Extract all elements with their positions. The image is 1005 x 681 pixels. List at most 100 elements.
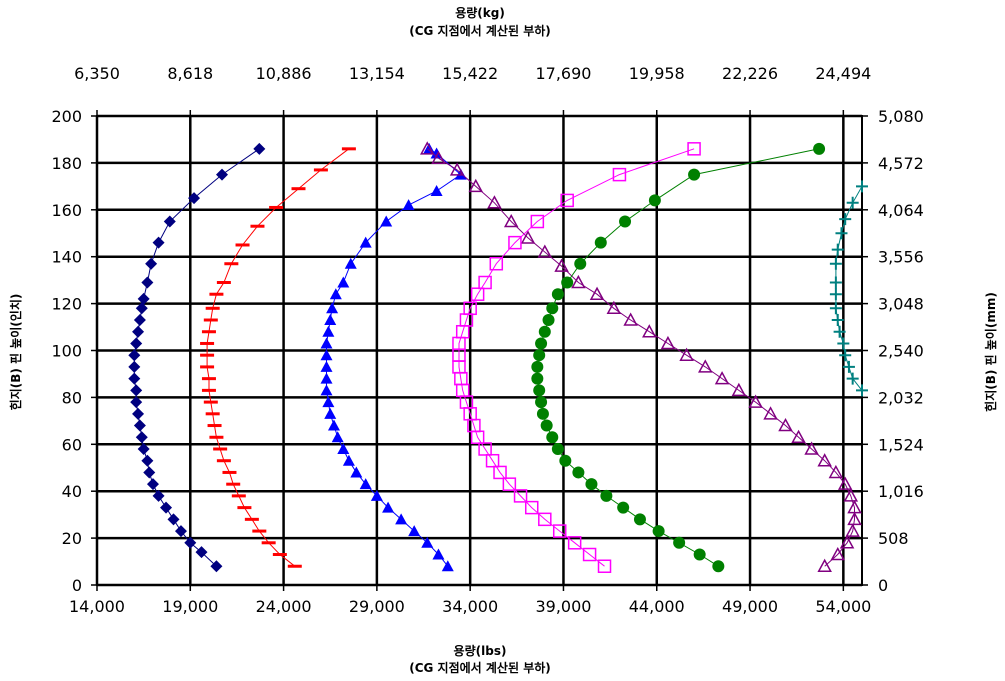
data-point xyxy=(322,325,335,337)
y-tick-label-left: 0 xyxy=(72,576,82,595)
data-point xyxy=(188,192,201,205)
data-point xyxy=(128,349,141,362)
x-tick-label-top: 13,154 xyxy=(349,64,405,83)
x-tick-label-top: 17,690 xyxy=(535,64,591,83)
x-tick-label-top: 19,958 xyxy=(629,64,685,83)
y-tick-label-left: 20 xyxy=(62,529,82,548)
data-point xyxy=(320,384,333,396)
data-point xyxy=(487,195,502,209)
data-point xyxy=(133,419,146,432)
data-point xyxy=(829,257,842,270)
top-axis-title-line1: 용량(kg) xyxy=(455,5,505,20)
y-tick-label-right: 4,572 xyxy=(878,154,924,173)
series-line xyxy=(835,186,863,391)
data-point xyxy=(128,360,141,373)
data-point xyxy=(594,236,607,249)
series-line xyxy=(133,148,260,567)
data-point xyxy=(839,213,852,226)
data-point xyxy=(642,324,657,338)
data-point xyxy=(253,142,266,155)
data-point xyxy=(731,382,747,397)
data-point xyxy=(130,396,143,409)
data-point xyxy=(324,314,337,326)
top-axis-title-line2: (CG 지점에서 계산된 부하) xyxy=(409,23,551,38)
data-point xyxy=(130,337,143,350)
data-point xyxy=(537,244,553,258)
y-tick-label-left: 200 xyxy=(51,107,82,126)
data-point xyxy=(419,141,435,155)
data-point xyxy=(542,314,555,327)
data-point xyxy=(320,360,333,372)
y-tick-label-right: 4,064 xyxy=(878,201,924,220)
data-point xyxy=(856,384,868,397)
data-point xyxy=(839,535,855,549)
data-point xyxy=(572,466,585,479)
data-point xyxy=(210,560,223,573)
data-point xyxy=(846,196,859,209)
x-tick-label-bottom: 54,000 xyxy=(815,597,871,616)
data-point xyxy=(359,236,372,248)
data-point xyxy=(216,168,229,181)
data-point xyxy=(493,465,507,480)
data-point xyxy=(337,442,350,454)
data-point xyxy=(402,199,415,211)
x-tick-label-bottom: 44,000 xyxy=(629,597,685,616)
data-point xyxy=(503,213,519,228)
data-point xyxy=(327,419,340,431)
x-tick-label-bottom: 14,000 xyxy=(69,597,125,616)
data-point xyxy=(554,258,569,272)
data-point xyxy=(331,431,344,443)
data-point xyxy=(320,337,333,349)
data-point xyxy=(502,477,517,491)
y-tick-label-left: 40 xyxy=(62,482,82,501)
y-tick-label-right: 2,032 xyxy=(878,388,924,407)
data-point xyxy=(478,275,492,290)
data-point xyxy=(829,302,842,315)
data-point xyxy=(141,276,154,289)
data-point xyxy=(617,501,630,514)
data-point xyxy=(559,454,572,467)
x-tick-label-top: 10,886 xyxy=(256,64,312,83)
data-point xyxy=(828,464,844,479)
data-point xyxy=(574,257,587,270)
y-tick-label-left: 140 xyxy=(51,248,82,267)
data-point xyxy=(163,215,176,228)
data-point xyxy=(856,180,868,193)
data-point xyxy=(380,215,393,227)
data-point xyxy=(551,288,564,301)
data-point xyxy=(546,302,559,315)
x-tick-label-bottom: 19,000 xyxy=(162,597,218,616)
data-point xyxy=(688,168,701,181)
series-line xyxy=(326,148,462,567)
data-point xyxy=(623,312,638,326)
data-point xyxy=(535,396,548,409)
x-tick-label-top: 8,618 xyxy=(167,64,213,83)
data-point xyxy=(804,441,819,455)
series-diamond xyxy=(128,142,266,573)
data-point xyxy=(430,185,443,197)
y-tick-label-right: 3,556 xyxy=(878,248,924,267)
data-point xyxy=(342,454,355,466)
y-tick-label-left: 120 xyxy=(51,295,82,314)
data-point xyxy=(585,478,598,491)
data-point xyxy=(837,476,853,490)
data-point xyxy=(600,489,613,502)
data-point xyxy=(137,292,150,305)
data-point xyxy=(846,372,859,385)
data-point xyxy=(337,276,350,288)
data-point xyxy=(320,349,333,361)
series-line xyxy=(206,148,350,567)
data-point xyxy=(560,193,574,208)
data-point xyxy=(324,407,337,419)
x-tick-label-bottom: 29,000 xyxy=(349,597,405,616)
data-point xyxy=(673,536,686,549)
data-point xyxy=(619,215,632,228)
data-point xyxy=(152,236,165,249)
x-tick-label-bottom: 24,000 xyxy=(256,597,312,616)
data-point xyxy=(538,325,551,338)
data-point xyxy=(141,454,154,467)
data-point xyxy=(195,546,208,559)
data-point xyxy=(839,349,852,362)
data-point xyxy=(329,288,342,300)
data-point xyxy=(813,142,826,155)
